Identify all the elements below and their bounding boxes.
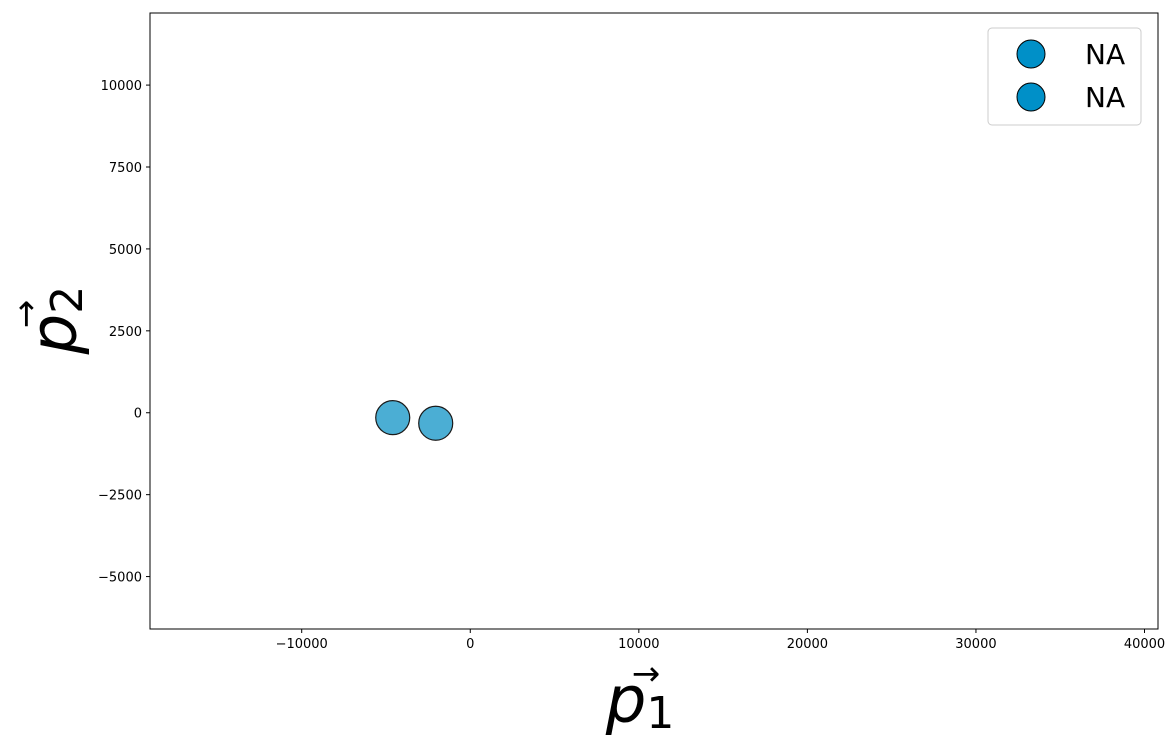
legend-marker-icon [1016,82,1046,112]
y-axis-label-arrow: → [6,300,46,329]
legend-label: NA [1085,38,1125,71]
x-axis-label: → p1 [605,654,675,739]
y-axis-ticks: −5000 −2500 0 2500 5000 7500 10000 [98,79,150,586]
svg-text:p1: p1 [605,664,675,739]
legend-label: NA [1085,81,1125,114]
data-point [375,400,411,436]
x-axis-label-arrow: → [632,654,661,694]
y-tick-label: 0 [134,407,142,422]
y-tick-label: −2500 [98,489,142,504]
data-points [375,400,454,441]
plot-frame [149,12,1159,630]
x-tick-label: 40000 [1124,637,1165,652]
y-tick-label: −5000 [98,571,142,586]
x-tick-label: 20000 [787,637,828,652]
y-tick-label: 10000 [101,79,142,94]
svg-text:p2: p2 [18,286,93,356]
x-tick-label: 0 [466,637,474,652]
x-tick-label: 10000 [618,637,659,652]
legend-marker-icon [1016,39,1046,69]
x-axis-label-subscript: 1 [646,688,674,739]
y-tick-label: 2500 [109,325,142,340]
legend: NA NA [987,27,1142,126]
x-axis-label-symbol: p [605,664,647,738]
y-axis-label-symbol: p [18,314,92,356]
x-tick-label: −10000 [276,637,328,652]
y-tick-label: 5000 [109,243,142,258]
y-axis-label: → p2 [6,286,93,356]
x-tick-label: 30000 [955,637,996,652]
y-tick-label: 7500 [109,161,142,176]
x-axis-ticks: −10000 0 10000 20000 30000 40000 [276,629,1165,652]
data-point [418,405,454,441]
y-axis-label-subscript: 2 [42,286,93,314]
